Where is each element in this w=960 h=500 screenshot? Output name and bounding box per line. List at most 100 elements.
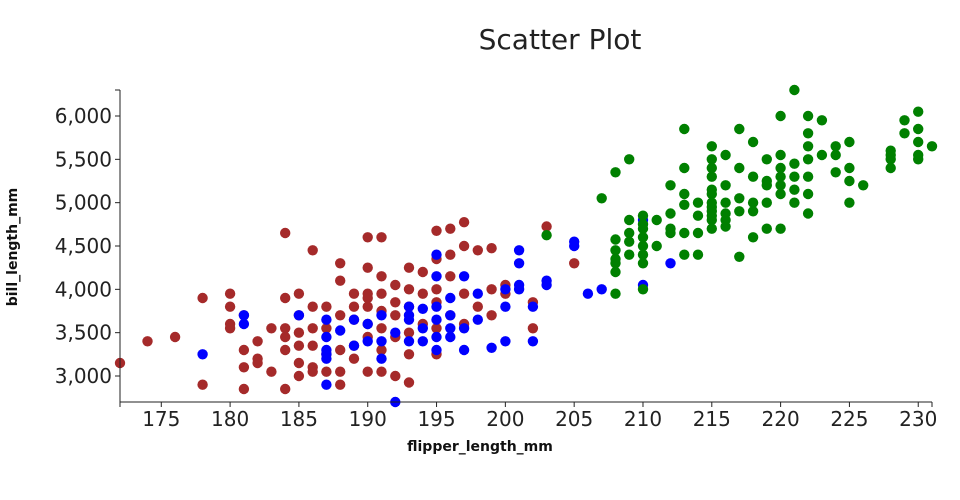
x-tick-label: 220 [762,407,800,431]
data-point [293,327,305,338]
data-point [541,230,552,241]
data-point [321,331,332,343]
data-point [431,284,442,295]
data-point [431,301,442,312]
data-point [280,331,291,343]
data-point [569,258,580,269]
data-point [445,249,456,260]
data-point [747,171,759,182]
data-point [692,197,704,208]
data-point [624,214,635,226]
data-point [458,344,470,356]
data-point [458,271,470,282]
data-point [830,149,841,161]
data-point [417,336,428,347]
data-point [293,357,305,369]
data-point [458,288,470,299]
data-point [679,199,690,210]
data-point [142,336,153,347]
data-point [472,314,483,325]
data-point [431,344,442,356]
data-point [899,115,910,126]
data-point [624,249,635,260]
data-point [403,349,415,360]
data-point [335,310,346,321]
data-point [802,188,814,200]
data-point [445,271,456,282]
y-tick-label: 4,500 [55,234,112,258]
data-point [266,366,277,377]
x-tick-label: 180 [211,407,249,431]
data-point [348,353,360,364]
data-point [651,240,662,252]
data-point [335,379,346,390]
data-point [307,340,318,351]
data-point [252,357,263,369]
data-point [734,162,745,174]
data-point [706,171,717,182]
x-tick-label: 185 [280,407,318,431]
x-tick-label: 195 [417,407,455,431]
data-point [280,344,291,356]
data-point [844,175,855,187]
data-point [527,301,539,312]
data-point [376,353,387,364]
data-point [720,180,731,191]
data-point [472,245,483,256]
data-point [610,234,621,245]
data-point [844,162,855,174]
data-point [197,379,208,390]
data-point [665,208,676,219]
data-point [458,240,470,252]
data-point [692,227,704,239]
data-point [376,323,387,334]
data-point [376,336,387,347]
data-point [224,323,236,334]
data-point [445,310,456,321]
x-tick-label: 190 [349,407,387,431]
data-point [789,197,800,208]
data-point [500,284,511,295]
data-point [706,223,717,234]
data-point [321,353,332,364]
data-point [390,310,401,321]
data-point [445,323,456,334]
data-point [720,221,731,232]
data-point [348,314,360,325]
data-point [403,301,415,312]
data-point [775,180,786,191]
data-point [403,284,415,295]
data-point [293,310,305,321]
data-point [431,271,442,282]
data-point [679,188,690,200]
data-point [417,266,428,278]
series-2 [541,84,938,299]
data-point [431,314,442,325]
data-point [486,284,497,295]
data-point [224,288,236,299]
data-point [445,292,456,304]
data-point [280,323,291,334]
data-point [238,362,250,373]
data-point [169,331,181,343]
data-point [789,158,800,169]
data-point [885,154,896,165]
data-point [513,258,525,269]
data-point [335,366,346,377]
data-point [431,225,442,236]
x-tick-label: 225 [830,407,868,431]
data-point [913,154,924,165]
data-point [527,336,539,347]
data-point [830,167,841,178]
data-point [637,249,649,260]
data-point [844,197,855,208]
data-point [486,243,497,254]
x-tick-label: 230 [899,407,937,431]
data-point [335,344,346,356]
x-tick-label: 210 [624,407,662,431]
data-point [899,128,910,139]
x-tick-label: 200 [486,407,524,431]
data-point [734,123,745,135]
data-point [513,245,525,256]
data-point [362,336,373,347]
